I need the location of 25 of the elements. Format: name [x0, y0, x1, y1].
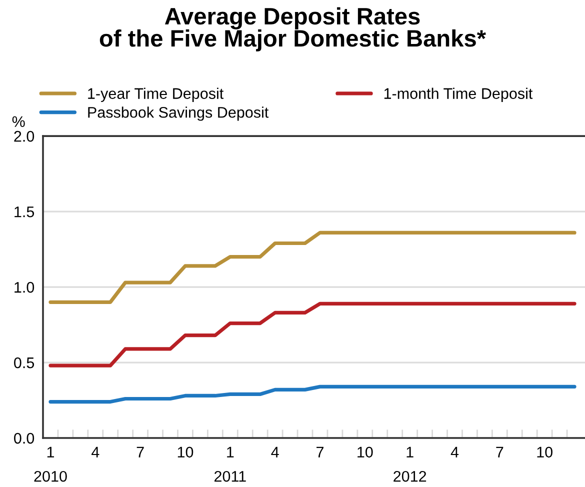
y-tick-label: 2.0: [14, 130, 34, 142]
y-tick-label: 1.5: [14, 206, 34, 218]
x-tick-label: 7: [496, 446, 504, 458]
chart-title: Average Deposit Rates of the Five Major Domestic Banks*: [100, 7, 486, 52]
y-axis-title: %: [12, 116, 25, 127]
x-tick-label: 10: [537, 446, 552, 458]
legend-label: 1-month Time Deposit: [384, 88, 533, 102]
y-tick-label: 1.0: [14, 282, 34, 293]
x-tick-label: 1 2011: [214, 446, 246, 482]
x-tick-label: 4: [271, 446, 279, 458]
x-tick-label: 4: [450, 446, 459, 458]
y-tick-label: 0.0: [14, 432, 34, 444]
x-tick-label: 7: [136, 446, 144, 458]
x-tick-label: 4: [92, 446, 100, 458]
line-series: [48, 302, 576, 368]
line-series: [48, 384, 576, 404]
x-tick-label: 10: [358, 446, 373, 458]
x-tick-label: 7: [316, 446, 324, 458]
x-tick-label: 10: [178, 446, 194, 458]
legend-label: 1-year Time Deposit: [88, 88, 224, 102]
line-series: [48, 230, 576, 304]
legend-label: Passbook Savings Deposit: [88, 106, 269, 121]
y-tick-label: 0.5: [14, 357, 34, 368]
x-tick-label: 1 2010: [34, 446, 67, 482]
x-tick-label: 1 2012: [394, 446, 426, 482]
